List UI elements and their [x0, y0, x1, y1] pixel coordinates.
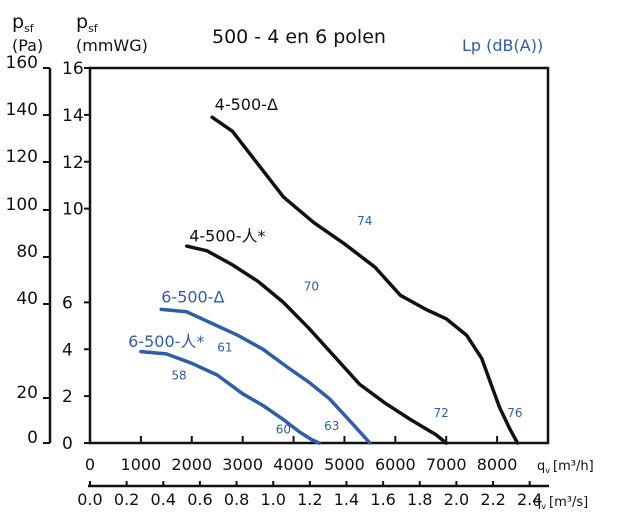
db-level-label: 63	[324, 419, 339, 433]
series-line	[159, 307, 372, 445]
mmwg-tick-label: 16	[62, 59, 84, 79]
x-m3h-tick-label: 5000	[324, 455, 365, 474]
series-group: 4-500-Δ 74 76 4-500-人* 70 72 6-500-Δ 61 63 6-500-…	[126, 93, 523, 445]
chart-title: 500 - 4 en 6 polen	[212, 26, 386, 48]
pa-tick-label: 80	[16, 242, 38, 262]
x-m3s-tick-label: 1.0	[260, 490, 285, 509]
series-line	[210, 115, 520, 445]
x-m3s-tick-label: 1.2	[297, 490, 322, 509]
x-m3h-tick-label: 8000	[477, 455, 518, 474]
x-m3s-tick-label: 1.8	[407, 490, 432, 509]
pa-tick-label: 140	[6, 100, 38, 120]
pa-tick-label: 0	[27, 428, 38, 448]
x-m3s-tick-label: 2.4	[517, 490, 542, 509]
x-m3s-tick-label: 0.0	[77, 490, 102, 509]
x-m3s-tick-label: 1.4	[334, 490, 359, 509]
x-m3h-tick-label: 6000	[375, 455, 416, 474]
mmwg-axis: 16 14 12 10 6 4 2 0	[62, 59, 91, 454]
pa-tick-label: 100	[6, 195, 38, 215]
db-level-label: 58	[171, 369, 186, 383]
series-line	[184, 244, 448, 445]
x-m3h-tick-label: 3000	[222, 455, 263, 474]
series-name-label: 4-500-Δ	[215, 95, 278, 114]
pa-tick-label: 40	[16, 289, 38, 309]
series-line	[139, 349, 321, 445]
mmwg-tick-label: 0	[62, 434, 73, 454]
x-m3h-tick-label: 2000	[171, 455, 212, 474]
mmwg-tick-label: 4	[62, 340, 73, 360]
db-level-label: 74	[357, 214, 372, 228]
x-axis-m3h-label: qv [m³/h]	[537, 459, 594, 475]
x-m3s-tick-label: 0.8	[224, 490, 249, 509]
pa-axis-label: psf	[12, 11, 35, 35]
pa-tick-label: 160	[6, 53, 38, 73]
db-level-label: 70	[304, 280, 319, 294]
mmwg-tick-label: 12	[62, 153, 84, 173]
x-m3s-tick-label: 2.0	[444, 490, 469, 509]
pa-tick-label: 120	[6, 147, 38, 167]
x-axis-m3s: 0.0 0.2 0.4 0.6 0.8 1.0 1.2 1.4 1.6 1.8 2.0 2.2 2.4	[77, 481, 542, 509]
x-axis-m3h: 0 1000 2000 3000 4000 5000 6000 7000 8000	[85, 436, 518, 474]
series-name-label: 4-500-人*	[189, 226, 265, 245]
x-m3h-tick-label: 4000	[273, 455, 314, 474]
db-level-label: 60	[276, 423, 291, 437]
mmwg-axis-unit: (mmWG)	[76, 36, 148, 55]
plot-frame	[88, 66, 550, 445]
series-name-label: 6-500-人*	[128, 332, 204, 351]
mmwg-tick-label: 6	[62, 293, 73, 313]
pa-tick-label: 20	[16, 383, 38, 403]
legend-label: Lp (dB(A))	[462, 36, 543, 55]
x-m3s-tick-label: 2.2	[480, 490, 505, 509]
x-axis-m3s-label: qv [m³/s]	[533, 495, 588, 511]
mmwg-tick-label: 10	[62, 200, 84, 220]
db-level-label: 72	[433, 406, 448, 420]
x-m3s-tick-label: 0.4	[151, 490, 176, 509]
x-m3h-tick-label: 7000	[426, 455, 467, 474]
x-m3h-tick-label: 1000	[121, 455, 162, 474]
mmwg-tick-label: 2	[62, 387, 73, 407]
x-m3h-tick-label: 0	[85, 455, 95, 474]
x-m3s-tick-label: 0.2	[114, 490, 139, 509]
series-name-label: 6-500-Δ	[161, 287, 224, 306]
pa-axis: 160 140 120 100 80 40 20 0	[6, 53, 50, 448]
x-m3s-tick-label: 0.6	[187, 490, 212, 509]
mmwg-tick-label: 14	[62, 106, 84, 126]
x-m3s-tick-label: 1.6	[370, 490, 395, 509]
pa-axis-unit: (Pa)	[12, 36, 43, 55]
db-level-label: 76	[507, 406, 522, 420]
db-level-label: 61	[217, 341, 232, 355]
mmwg-axis-label: psf	[76, 11, 99, 35]
